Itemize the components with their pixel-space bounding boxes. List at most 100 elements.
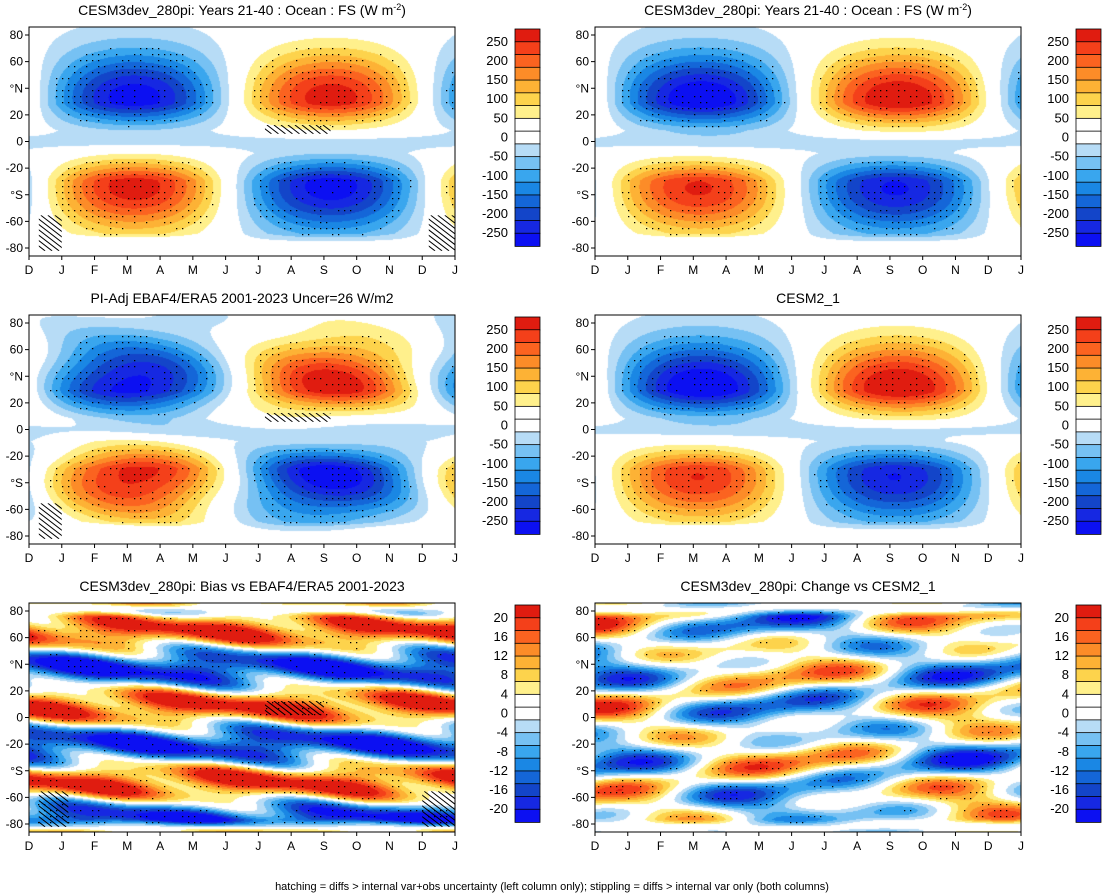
colorbar-swatch [514, 495, 541, 510]
x-tick-label: D [418, 263, 427, 277]
x-tick-label: J [789, 551, 795, 565]
colorbar-swatch [514, 444, 541, 459]
colorbar-swatch [1075, 405, 1102, 420]
colorbar-swatch [1075, 444, 1102, 459]
colorbar-swatch [514, 604, 541, 619]
x-tick-label: S [320, 839, 328, 853]
colorbar-swatch [1075, 380, 1102, 395]
colorbar-swatch [514, 105, 541, 120]
colorbar-swatch [1075, 706, 1102, 721]
x-tick-label: J [452, 839, 458, 853]
colorbar-label: 0 [1062, 130, 1069, 145]
colorbar-label: -50 [1050, 149, 1069, 164]
y-tick-label: -60 [6, 790, 24, 804]
x-tick-label: D [591, 839, 600, 853]
colorbar: 250 200 150 100 50 0 -50 -100 -150 -200 -250 [482, 28, 541, 247]
colorbar-swatch [1075, 79, 1102, 94]
x-tick-label: A [853, 551, 861, 565]
x-tick-label: O [352, 263, 361, 277]
y-tick-label: 60 [576, 55, 590, 69]
colorbar-swatch [1075, 604, 1102, 619]
colorbar-swatch [514, 757, 541, 772]
x-tick-label: N [951, 551, 960, 565]
colorbar: 20 16 12 8 4 0 -4 -8 -12 -16 -20 [489, 604, 541, 823]
colorbar-label: 8 [501, 667, 508, 682]
hatching-region [264, 412, 331, 422]
colorbar-swatch [1075, 757, 1102, 772]
x-tick-label: A [156, 839, 164, 853]
y-tick-label: 60 [10, 631, 24, 645]
y-tick-label: 60 [10, 343, 24, 357]
colorbar-swatch [1075, 342, 1102, 357]
chart-title: CESM3dev_280pi: Change vs CESM2_1 [680, 578, 935, 594]
y-tick-label: 80 [10, 316, 24, 330]
colorbar: 250 200 150 100 50 0 -50 -100 -150 -200 -250 [1043, 316, 1102, 535]
colorbar-swatch [1075, 642, 1102, 657]
y-tick-label: °S [576, 188, 589, 202]
x-tick-label: M [688, 839, 698, 853]
colorbar-swatch [1075, 770, 1102, 785]
y-tick-label: 20 [576, 396, 590, 410]
colorbar-label: -250 [482, 513, 508, 528]
x-tick-label: A [853, 263, 861, 277]
y-tick-label: °N [10, 369, 23, 383]
colorbar-swatch [514, 482, 541, 497]
y-tick-label: 0 [16, 135, 23, 149]
colorbar-label: 250 [486, 34, 508, 49]
chart-title: CESM3dev_280pi: Bias vs EBAF4/ERA5 2001-… [79, 578, 405, 594]
colorbar-label: 20 [1055, 610, 1069, 625]
colorbar-swatch [1075, 130, 1102, 145]
x-tick-label: M [188, 551, 198, 565]
colorbar-swatch [1075, 156, 1102, 171]
y-tick-label: 0 [16, 711, 23, 725]
colorbar-label: 50 [1055, 110, 1069, 125]
colorbar-label: -50 [1050, 437, 1069, 452]
y-tick-label: 80 [576, 316, 590, 330]
colorbar-swatch [1075, 617, 1102, 632]
colorbar-swatch [514, 796, 541, 811]
x-tick-label: O [918, 839, 927, 853]
colorbar-label: -50 [489, 437, 508, 452]
colorbar-swatch [1075, 520, 1102, 535]
colorbar-label: 16 [494, 629, 508, 644]
chart-panel-3: PI-Adj EBAF4/ERA5 2001-2023 Uncer=26 W/m… [6, 290, 541, 565]
colorbar-label: 4 [501, 686, 508, 701]
colorbar-label: 0 [501, 130, 508, 145]
colorbar-label: 50 [494, 398, 508, 413]
x-tick-label: J [821, 551, 827, 565]
colorbar-label: -100 [1043, 456, 1069, 471]
heatmap-field [595, 603, 1021, 832]
colorbar-label: -16 [489, 782, 508, 797]
y-tick-label: -20 [572, 449, 590, 463]
y-tick-label: -60 [572, 502, 590, 516]
colorbar-swatch [514, 783, 541, 798]
chart-title: CESM3dev_280pi: Years 21-40 : Ocean : FS… [78, 2, 406, 18]
colorbar-label: -200 [482, 494, 508, 509]
chart-title: CESM3dev_280pi: Years 21-40 : Ocean : FS… [644, 2, 972, 18]
x-tick-label: A [722, 551, 730, 565]
x-tick-label: J [625, 839, 631, 853]
x-tick-label: D [418, 839, 427, 853]
colorbar-label: 12 [494, 648, 508, 663]
chart-panel-1: CESM3dev_280pi: Years 21-40 : Ocean : FS… [6, 2, 541, 277]
x-tick-label: J [59, 839, 65, 853]
colorbar-label: 200 [486, 53, 508, 68]
x-tick-label: J [59, 551, 65, 565]
colorbar-swatch [1075, 143, 1102, 158]
y-tick-label: 60 [576, 343, 590, 357]
colorbar-swatch [1075, 732, 1102, 747]
colorbar-swatch [1075, 393, 1102, 408]
y-tick-label: °N [576, 657, 589, 671]
x-tick-label: D [25, 263, 34, 277]
colorbar-swatch [514, 393, 541, 408]
colorbar-swatch [514, 92, 541, 107]
x-tick-label: O [918, 551, 927, 565]
y-tick-label: °N [10, 657, 23, 671]
colorbar-label: -150 [1043, 187, 1069, 202]
colorbar-swatch [1075, 54, 1102, 69]
colorbar-swatch [514, 220, 541, 235]
colorbar-label: -8 [496, 744, 508, 759]
colorbar-swatch [1075, 719, 1102, 734]
colorbar-swatch [514, 143, 541, 158]
colorbar-swatch [514, 329, 541, 344]
